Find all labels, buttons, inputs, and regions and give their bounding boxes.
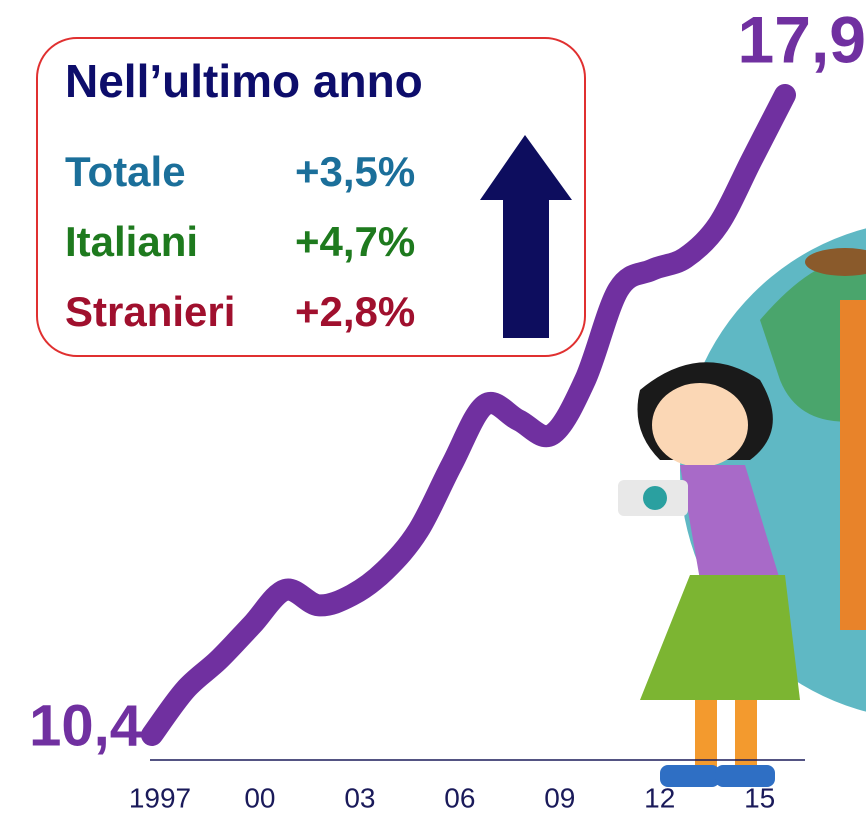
camera-lens bbox=[643, 486, 667, 510]
x-tick-label: 00 bbox=[244, 782, 275, 813]
row-value: +3,5% bbox=[295, 148, 415, 195]
x-tick-label: 06 bbox=[444, 782, 475, 813]
x-tick-label: 1997 bbox=[129, 782, 191, 813]
boy bbox=[840, 300, 866, 630]
chart: 1997 00 03 06 09 12 15 10,4 17,9 Nell’ultimo ann… bbox=[0, 0, 866, 817]
row-value: +2,8% bbox=[295, 288, 415, 335]
x-tick-label: 15 bbox=[744, 782, 775, 813]
value-label: 10,4 bbox=[29, 693, 142, 758]
illustration bbox=[618, 220, 866, 787]
x-tick-label: 03 bbox=[344, 782, 375, 813]
x-tick-label: 12 bbox=[644, 782, 675, 813]
girl-face bbox=[652, 383, 748, 467]
x-tick-label: 09 bbox=[544, 782, 575, 813]
girl-skirt bbox=[640, 575, 800, 700]
value-label: 17,9 bbox=[738, 2, 866, 76]
box-title: Nell’ultimo anno bbox=[65, 55, 423, 107]
row-label: Stranieri bbox=[65, 288, 235, 335]
row-label: Italiani bbox=[65, 218, 198, 265]
annotation-box: Nell’ultimo anno Totale +3,5% Italiani +4,7… bbox=[37, 38, 585, 356]
row-label: Totale bbox=[65, 148, 186, 195]
row-value: +4,7% bbox=[295, 218, 415, 265]
